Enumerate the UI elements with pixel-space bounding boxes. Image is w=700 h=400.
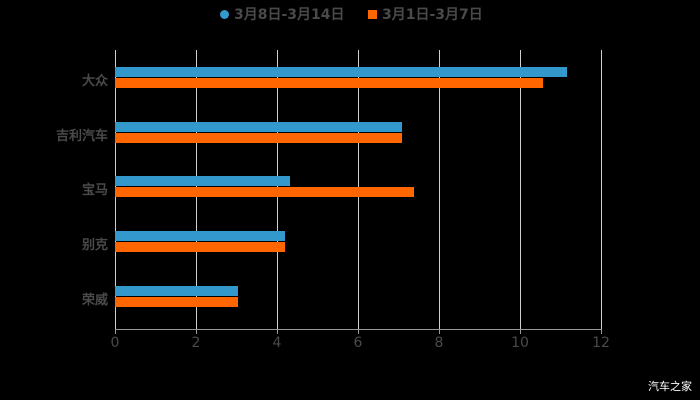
gridline (520, 50, 521, 330)
bar[interactable] (115, 297, 238, 307)
x-tick-label: 0 (110, 335, 120, 351)
x-tick (520, 329, 521, 334)
bar[interactable] (115, 78, 543, 88)
bar[interactable] (115, 187, 414, 197)
category-label: 吉利汽车 (55, 129, 108, 144)
x-tick-label: 4 (272, 335, 282, 351)
bar[interactable] (115, 67, 567, 77)
chart-legend: 3月8日-3月14日 3月1日-3月7日 (0, 4, 700, 24)
x-tick (115, 329, 116, 334)
x-tick (358, 329, 359, 334)
x-tick (196, 329, 197, 334)
x-tick (277, 329, 278, 334)
legend-item-series-2[interactable]: 3月1日-3月7日 (368, 4, 483, 24)
x-tick (601, 329, 602, 334)
legend-label: 3月1日-3月7日 (382, 7, 483, 23)
legend-square-icon (368, 9, 377, 19)
x-tick-label: 12 (592, 335, 610, 351)
bar[interactable] (115, 242, 285, 252)
legend-label: 3月8日-3月14日 (234, 7, 345, 23)
bar[interactable] (115, 231, 285, 241)
category-label: 大众 (81, 74, 108, 89)
legend-dot-icon (220, 9, 229, 19)
gridline (439, 50, 440, 330)
bar[interactable] (115, 176, 290, 186)
x-axis (115, 329, 601, 330)
x-tick-label: 2 (191, 335, 201, 351)
watermark: 汽车之家 (648, 380, 692, 393)
x-tick-label: 6 (353, 335, 363, 351)
category-label: 别克 (81, 238, 108, 253)
x-tick (439, 329, 440, 334)
bar[interactable] (115, 122, 402, 132)
x-tick-label: 8 (434, 335, 444, 351)
category-label: 宝马 (81, 183, 108, 198)
legend-item-series-1[interactable]: 3月8日-3月14日 (220, 4, 345, 24)
bar[interactable] (115, 133, 402, 143)
x-tick-label: 10 (511, 335, 529, 351)
category-label: 荣威 (81, 293, 108, 308)
gridline (601, 50, 602, 330)
bar[interactable] (115, 286, 238, 296)
